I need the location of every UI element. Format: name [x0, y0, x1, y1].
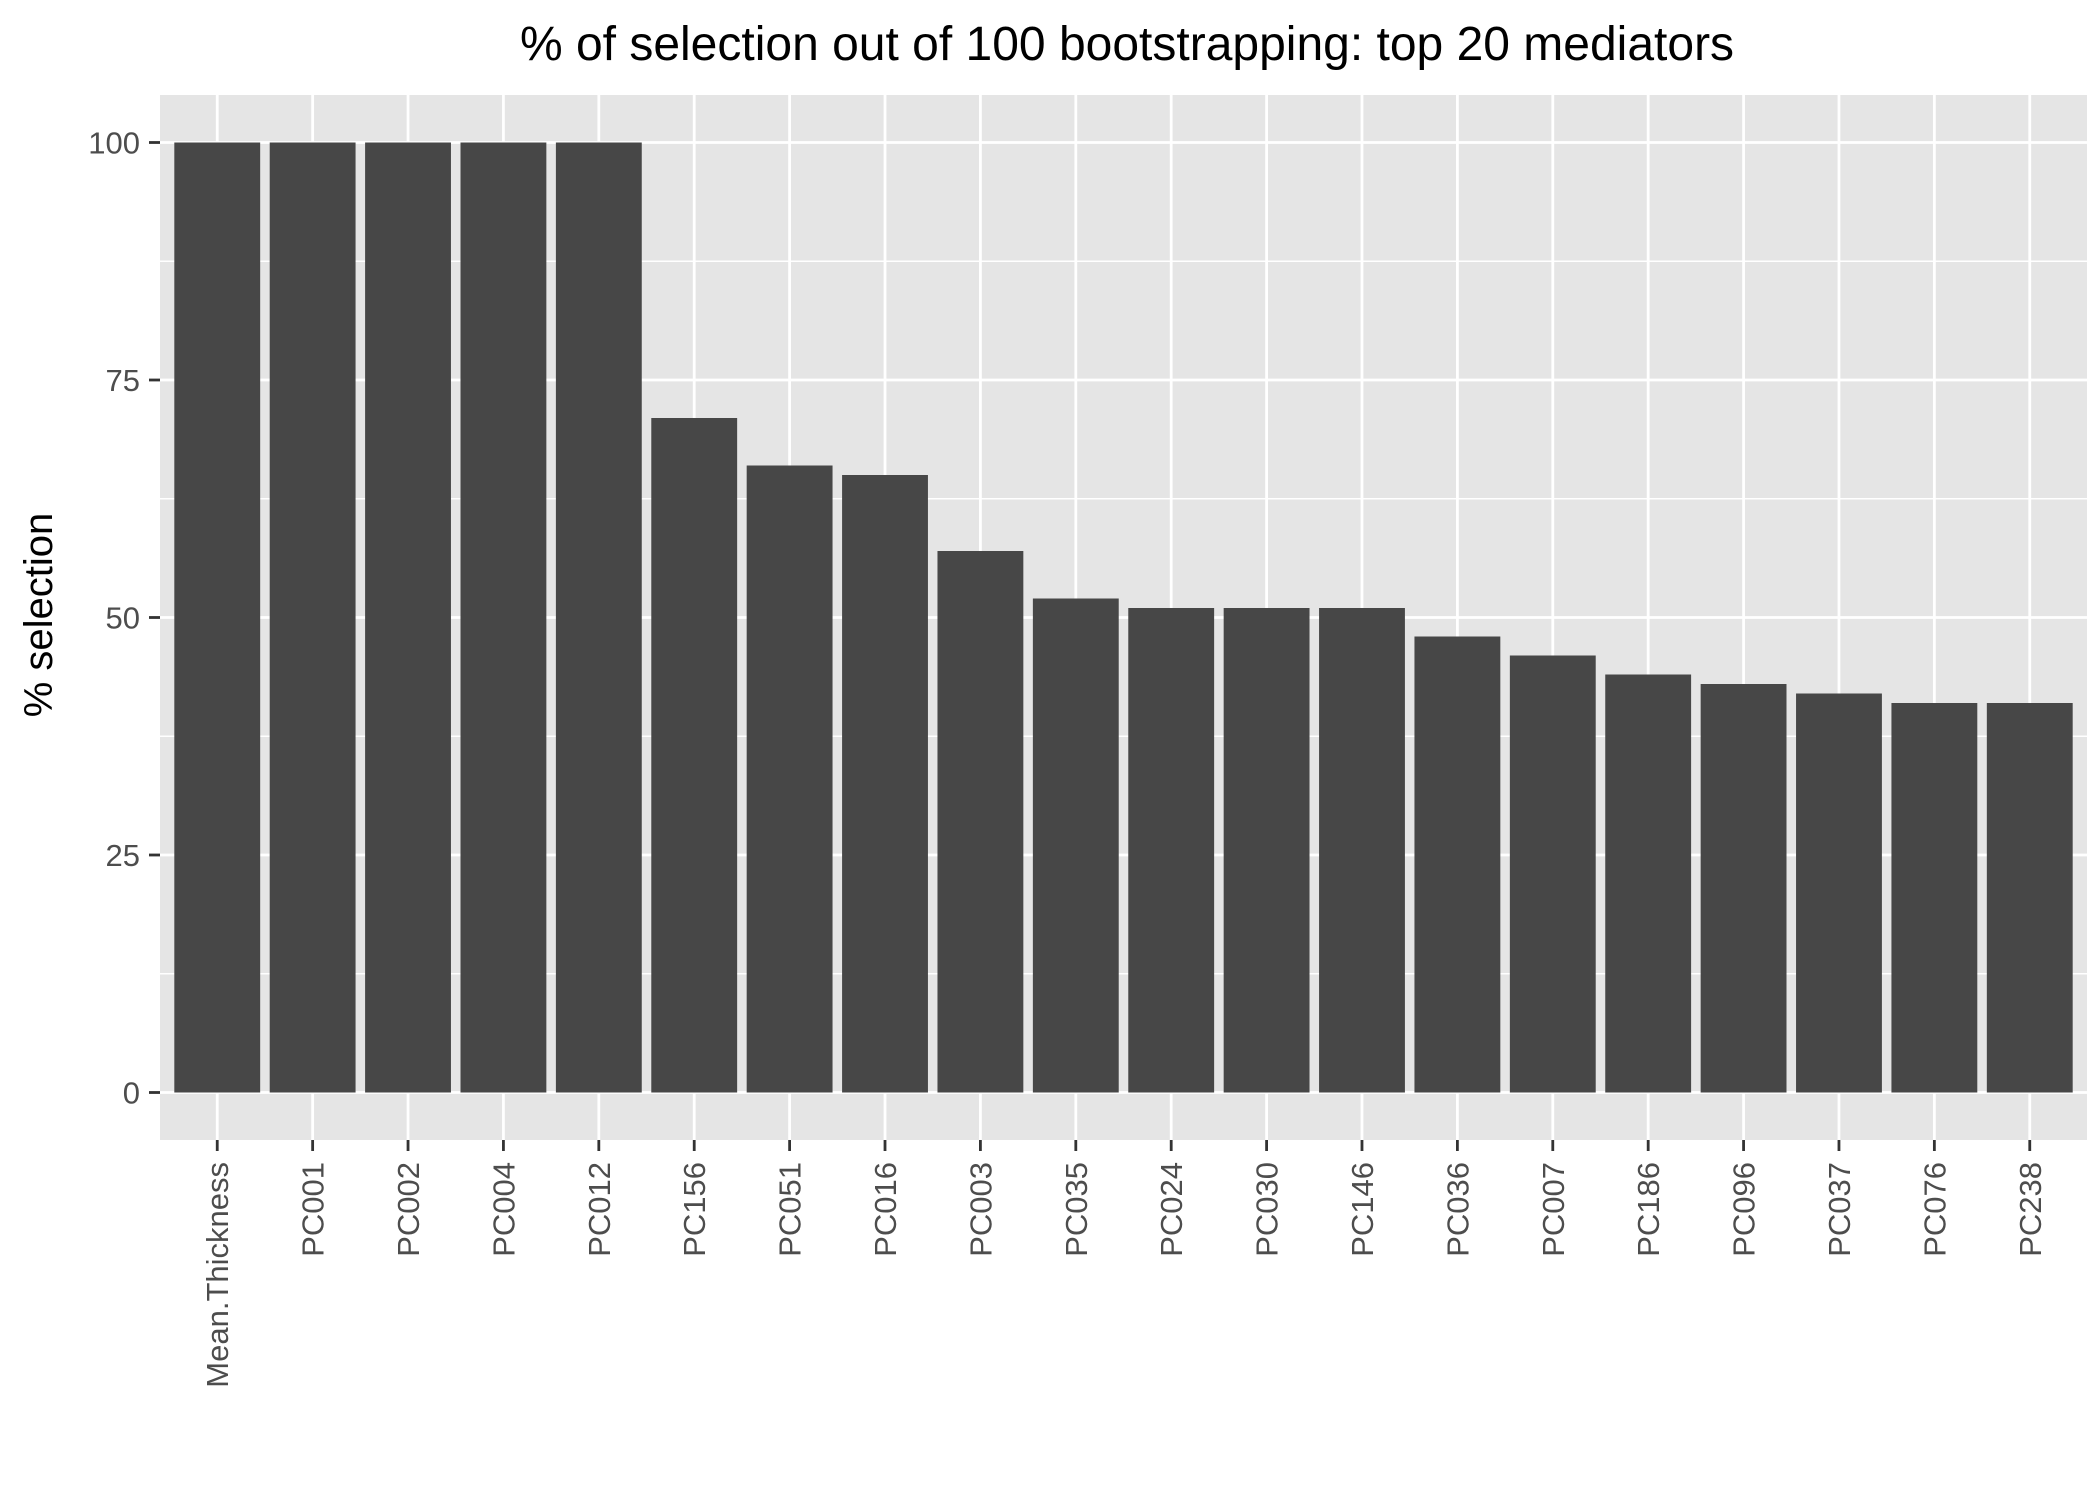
x-tick-label: PC004: [486, 1162, 521, 1257]
x-tick-label: PC024: [1154, 1162, 1189, 1257]
y-tick-label: 0: [123, 1076, 140, 1111]
y-axis: 0 25 50 75 100: [88, 126, 160, 1111]
x-tick-label: Mean.Thickness: [200, 1162, 235, 1388]
bar-pc007: [1509, 655, 1596, 1093]
bar-pc037: [1796, 693, 1882, 1093]
x-tick-label: PC036: [1440, 1162, 1475, 1257]
x-tick-label: PC076: [1917, 1162, 1952, 1257]
bar-pc001: [269, 142, 356, 1093]
bar-pc238: [1986, 703, 2073, 1093]
bar-pc003: [937, 551, 1024, 1093]
x-tick-label: PC012: [582, 1162, 617, 1257]
bar-pc030: [1223, 608, 1310, 1093]
bar-pc051: [746, 465, 833, 1093]
y-tick-label: 25: [106, 838, 140, 873]
chart-title: % of selection out of 100 bootstrapping:…: [520, 18, 1734, 71]
x-tick-label: PC003: [963, 1162, 998, 1257]
x-tick-label: PC238: [2013, 1162, 2048, 1257]
y-axis-title: % selection: [17, 513, 61, 718]
bars: [174, 142, 2073, 1093]
x-tick-label: PC030: [1250, 1162, 1285, 1257]
bar-pc186: [1605, 674, 1692, 1093]
bar-pc035: [1032, 598, 1119, 1093]
bar-pc036: [1414, 636, 1501, 1093]
x-tick-label: PC186: [1631, 1162, 1666, 1257]
bar-pc002: [365, 142, 451, 1093]
y-tick-label: 75: [106, 363, 140, 398]
bar-pc024: [1128, 608, 1215, 1093]
bar-pc156: [651, 418, 738, 1093]
x-tick-label: PC051: [773, 1162, 808, 1257]
x-axis: Mean.Thickness PC001 PC002 PC004 PC012 PC156 P…: [200, 1140, 2048, 1388]
x-tick-label: PC016: [868, 1162, 903, 1257]
bar-pc076: [1891, 703, 1978, 1093]
x-tick-label: PC035: [1059, 1162, 1094, 1257]
bar-pc146: [1319, 608, 1405, 1093]
bar-mean-thickness: [174, 142, 261, 1093]
bar-pc016: [842, 475, 928, 1093]
y-tick-label: 50: [106, 601, 140, 636]
x-tick-label: PC002: [391, 1162, 426, 1257]
bar-pc012: [555, 142, 642, 1093]
x-tick-label: PC007: [1536, 1162, 1571, 1257]
x-tick-label: PC001: [296, 1162, 331, 1257]
x-tick-label: PC096: [1727, 1162, 1762, 1257]
x-tick-label: PC037: [1822, 1162, 1857, 1257]
y-tick-label: 100: [88, 126, 140, 161]
x-tick-label: PC146: [1345, 1162, 1380, 1257]
bar-pc096: [1700, 684, 1787, 1093]
bar-pc004: [460, 142, 547, 1093]
x-tick-label: PC156: [677, 1162, 712, 1257]
